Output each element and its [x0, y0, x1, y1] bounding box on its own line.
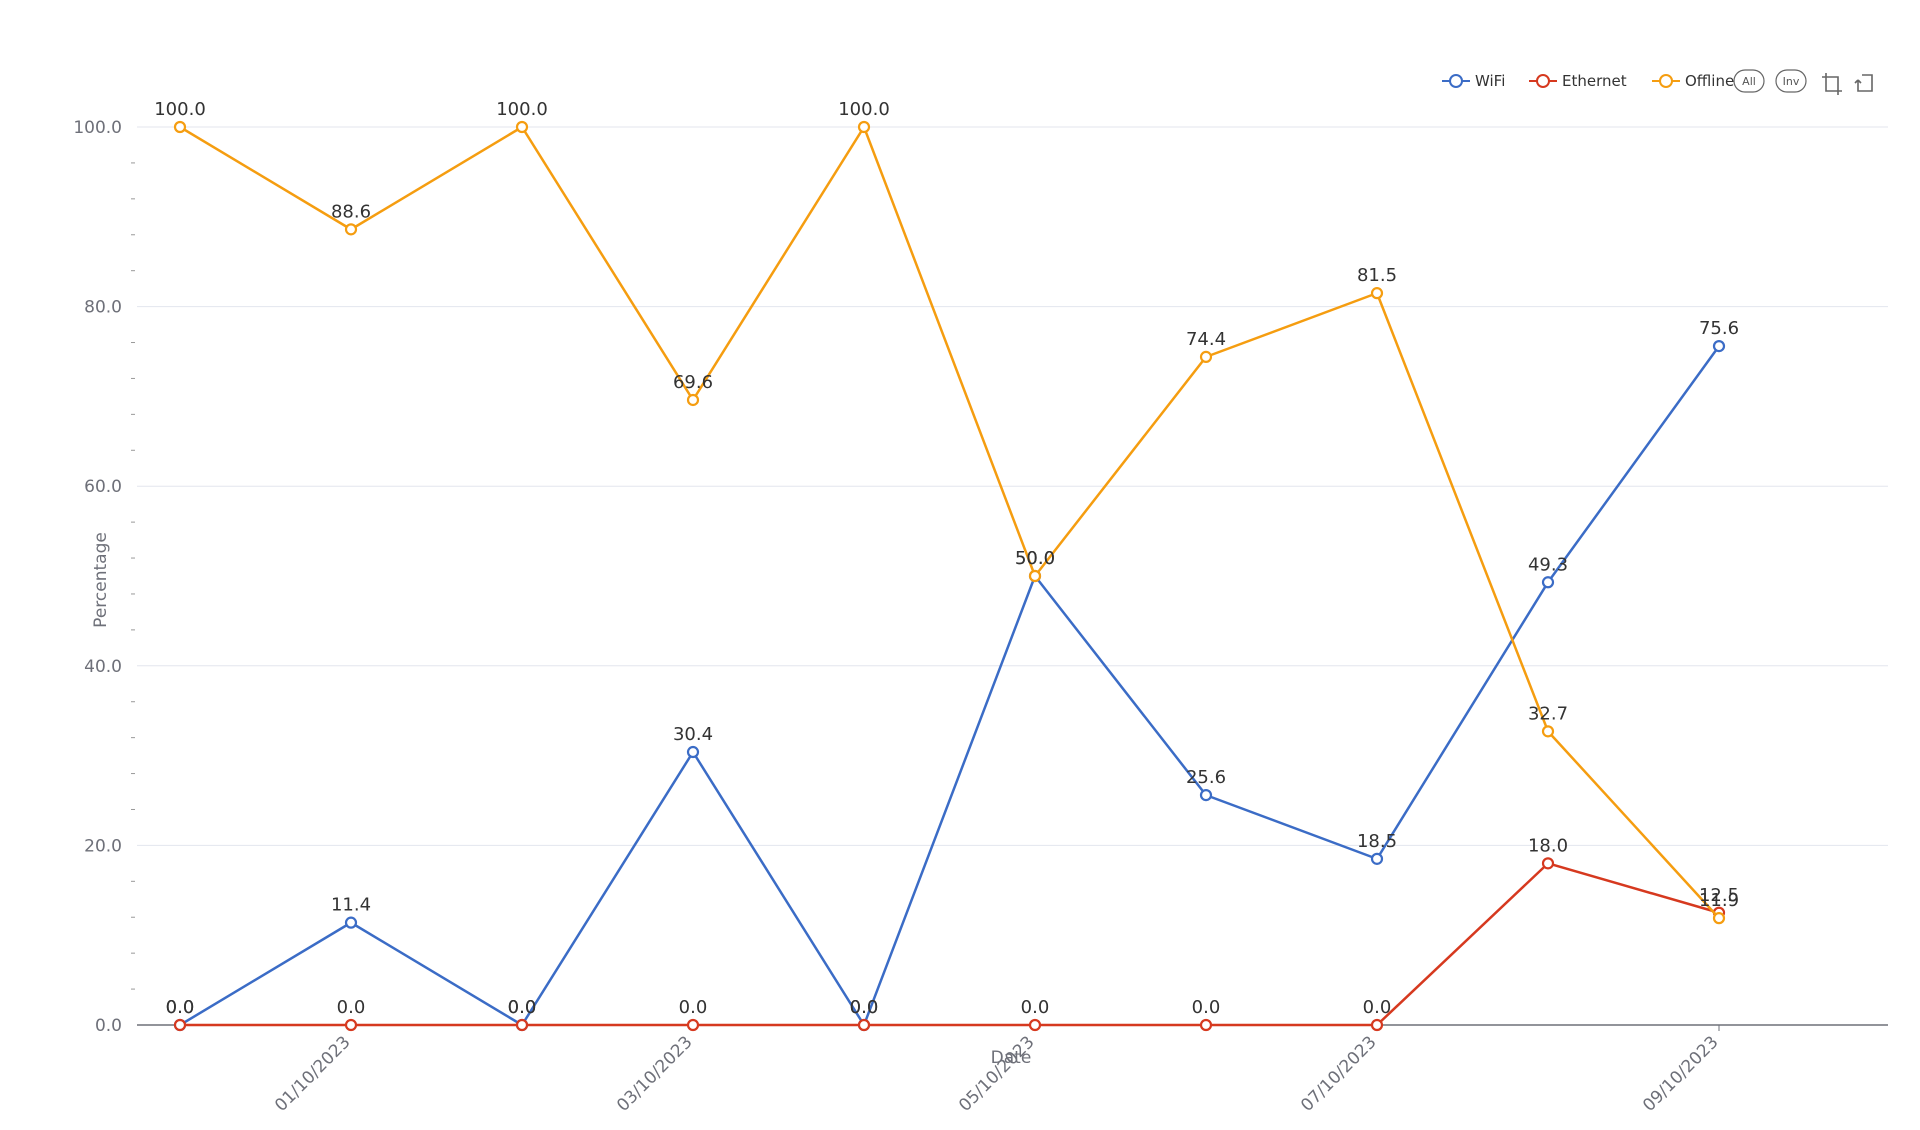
x-tick-label: 03/10/2023	[613, 1032, 696, 1115]
wifi-data-label: 49.3	[1528, 554, 1568, 575]
offline-data-label: 50.0	[1015, 548, 1055, 569]
ethernet-point	[515, 1018, 529, 1032]
wifi-data-label: 75.6	[1699, 318, 1739, 339]
offline-point	[686, 393, 700, 407]
offline-data-label: 100.0	[838, 99, 890, 120]
ethernet-data-label: 0.0	[1192, 997, 1221, 1018]
wifi-data-label: 25.6	[1186, 767, 1226, 788]
grid-lines	[137, 126, 1888, 846]
wifi-data-label: 0.0	[166, 997, 195, 1018]
ethernet-data-label: 0.0	[337, 997, 366, 1018]
wifi-data-label: 11.4	[331, 895, 371, 916]
ethernet-line	[180, 862, 1720, 1027]
y-tick-label: 0.0	[95, 1016, 122, 1036]
ethernet-point	[1541, 857, 1555, 870]
wifi-data-label: 18.5	[1357, 831, 1397, 852]
wifi-data-label: 0.0	[508, 997, 537, 1018]
x-tick-label: 09/10/2023	[1639, 1032, 1722, 1115]
ethernet-data-label: 12.5	[1699, 885, 1739, 906]
wifi-line	[179, 345, 1721, 1027]
offline-point	[1370, 287, 1384, 300]
y-tick-label: 80.0	[84, 298, 122, 318]
legend-item-wifi[interactable]: WiFi	[1442, 72, 1505, 90]
zoom-icon-path	[1822, 73, 1842, 95]
ethernet-point	[1199, 1018, 1213, 1032]
ethernet-data-label: 0.0	[679, 997, 708, 1018]
offline-data-label: 100.0	[496, 99, 548, 120]
x-axis-title: Date	[991, 1048, 1032, 1068]
ethernet-point	[686, 1018, 700, 1032]
invert-selection-button-label: Inv	[1783, 75, 1800, 88]
y-minor-ticks	[131, 162, 135, 990]
offline-point	[857, 120, 871, 134]
wifi-data-label: 50.0	[1015, 548, 1055, 569]
offline-line	[179, 125, 1720, 919]
data-labels: 0.0 11.4 0.0 30.4 0.0 50.0 25.6 18.5 49.3 75.6 0.0…	[154, 99, 1739, 1018]
offline-point	[1541, 725, 1555, 738]
y-tick-label: 60.0	[84, 477, 122, 497]
offline-data-label: 74.4	[1186, 329, 1226, 350]
wifi-point	[1370, 852, 1384, 865]
y-axis-ticks: 0.0 20.0 40.0 60.0 80.0 100.0	[73, 118, 122, 1036]
legend-label: Offline	[1685, 72, 1734, 90]
ethernet-data-label: 0.0	[1363, 997, 1392, 1018]
wifi-point	[686, 745, 700, 759]
select-all-button-label: All	[1742, 75, 1756, 88]
series-lines	[173, 120, 1726, 1032]
legend-item-ethernet[interactable]: Ethernet	[1529, 72, 1627, 90]
y-tick-label: 40.0	[84, 657, 122, 677]
offline-data-label: 100.0	[154, 99, 206, 120]
ethernet-point	[1028, 1018, 1042, 1032]
ethernet-point	[1370, 1018, 1384, 1032]
ethernet-point	[344, 1018, 358, 1032]
legend-marker	[1536, 74, 1550, 88]
wifi-point	[1712, 340, 1726, 353]
wifi-point	[1199, 789, 1213, 802]
offline-data-label: 32.7	[1528, 703, 1568, 724]
legend-label: WiFi	[1475, 72, 1505, 90]
zoom-reset-icon-path	[1854, 74, 1873, 92]
offline-point	[173, 120, 187, 134]
offline-data-label: 69.6	[673, 372, 713, 393]
legend-item-offline[interactable]: Offline	[1652, 72, 1734, 90]
ethernet-point	[173, 1018, 187, 1032]
wifi-point	[344, 916, 358, 929]
invert-selection-button[interactable]: Inv	[1775, 69, 1807, 93]
y-axis-title: Percentage	[91, 532, 111, 628]
offline-data-label: 11.9	[1699, 890, 1739, 911]
wifi-data-label: 30.4	[673, 724, 713, 745]
offline-point	[1199, 350, 1213, 363]
ethernet-data-label: 0.0	[1021, 997, 1050, 1018]
select-all-button-outline	[1733, 69, 1765, 93]
offline-point	[1712, 912, 1726, 925]
y-tick-label: 20.0	[84, 836, 122, 856]
ethernet-data-label: 0.0	[166, 997, 195, 1018]
ethernet-data-label: 0.0	[850, 997, 879, 1018]
offline-point	[1028, 569, 1042, 583]
x-tick-label: 01/10/2023	[271, 1032, 354, 1115]
offline-point	[515, 120, 529, 134]
wifi-data-label: 0.0	[850, 997, 879, 1018]
zoom-icon[interactable]	[1822, 73, 1842, 95]
zoom-reset-icon[interactable]	[1854, 74, 1873, 92]
offline-data-label: 88.6	[331, 201, 371, 222]
legend: WiFi Ethernet Offline All Inv	[1442, 69, 1873, 95]
legend-marker	[1659, 74, 1673, 88]
x-tick-label: 07/10/2023	[1297, 1032, 1380, 1115]
invert-selection-button-outline	[1775, 69, 1807, 93]
offline-data-label: 81.5	[1357, 265, 1397, 286]
ethernet-data-label: 0.0	[508, 997, 537, 1018]
legend-marker	[1449, 74, 1463, 88]
x-tick-label: 05/10/2023	[955, 1032, 1038, 1115]
x-axis: 01/10/2023 03/10/2023 05/10/2023 07/10/2023…	[137, 1024, 1888, 1116]
select-all-button[interactable]: All	[1733, 69, 1765, 93]
offline-point	[344, 223, 358, 236]
legend-label: Ethernet	[1562, 72, 1627, 90]
y-tick-label: 100.0	[73, 118, 122, 138]
ethernet-data-label: 18.0	[1528, 835, 1568, 856]
wifi-point	[1541, 576, 1555, 589]
ethernet-point	[857, 1018, 871, 1032]
